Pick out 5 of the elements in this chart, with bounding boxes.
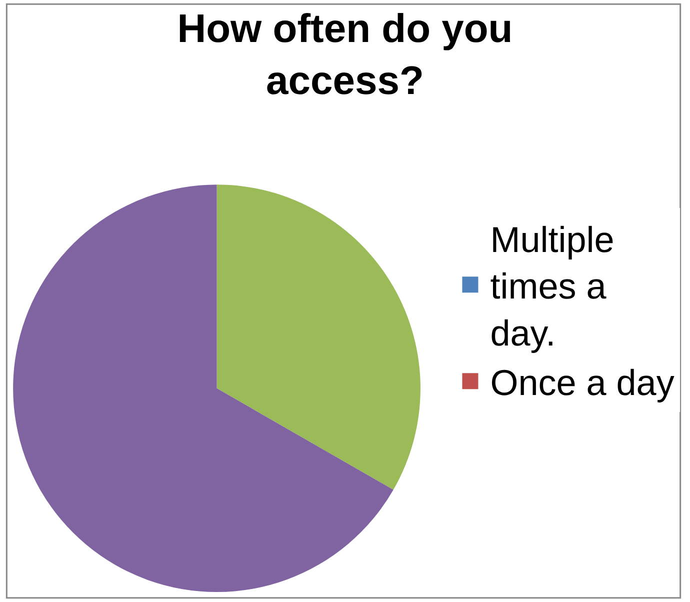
chart-title: How often do you access?	[177, 7, 513, 104]
pie-slice	[13, 184, 394, 592]
legend-label: Multiple times a day.	[490, 218, 614, 354]
legend-label: Once a day	[490, 362, 674, 404]
pie-slice	[216, 184, 420, 490]
